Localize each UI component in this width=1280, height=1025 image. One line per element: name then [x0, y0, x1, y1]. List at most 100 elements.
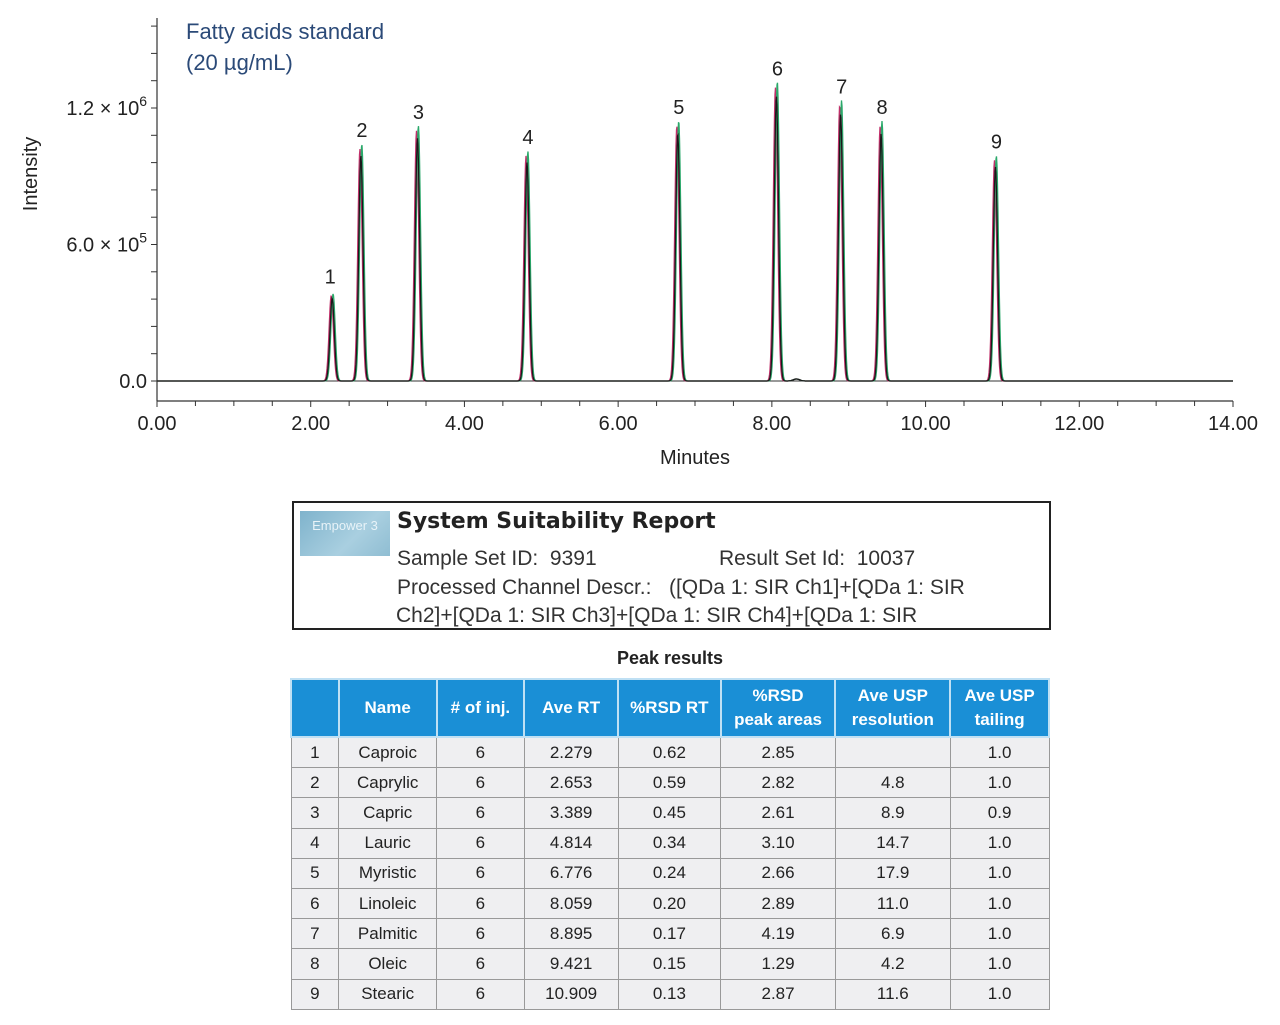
- table-row: 3 Capric 6 3.389 0.45 2.61 8.9 0.9: [290, 797, 1050, 829]
- table-cell: 0.17: [617, 918, 722, 950]
- table-cell: 2.279: [523, 736, 619, 769]
- x-tick-label: 12.00: [1054, 413, 1104, 435]
- column-header: Ave RT: [523, 678, 619, 738]
- table-cell: 8.9: [834, 797, 951, 829]
- chart-annotation: Fatty acids standard: [186, 19, 384, 44]
- report-title: System Suitability Report: [397, 509, 716, 534]
- peak-results-table: Name # of inj. Ave RT %RSD RT %RSD peak area…: [290, 678, 1050, 1010]
- table-cell: Lauric: [338, 827, 438, 859]
- table-row: 1 Caproic 6 2.279 0.62 2.85 1.0: [290, 736, 1050, 769]
- table-row: 4 Lauric 6 4.814 0.34 3.10 14.7 1.0: [290, 827, 1050, 859]
- table-cell: 7: [290, 918, 340, 950]
- system-suitability-report: Empower 3 System Suitability Report Samp…: [292, 501, 1051, 630]
- table-cell: Myristic: [338, 857, 438, 889]
- peak-label: 8: [877, 97, 888, 119]
- table-cell: 6: [436, 918, 525, 950]
- peak-label: 7: [836, 77, 847, 99]
- table-cell: Caproic: [338, 736, 438, 769]
- table-cell: 2.87: [720, 978, 836, 1010]
- table-cell: 1.0: [949, 857, 1050, 889]
- column-header: Name: [337, 678, 438, 738]
- result-set-id: 10037: [856, 547, 916, 570]
- table-cell: 0.24: [617, 857, 722, 889]
- table-cell: 0.13: [617, 978, 722, 1010]
- table-cell: 2.61: [720, 797, 836, 829]
- table-title: Peak results: [616, 648, 724, 668]
- x-tick-label: 10.00: [901, 413, 951, 435]
- table-cell: 6.9: [834, 918, 951, 950]
- channel-line-2: Ch2]+[QDa 1: SIR Ch3]+[QDa 1: SIR Ch4]+[…: [396, 604, 918, 627]
- table-cell: 10.909: [523, 978, 619, 1010]
- table-cell: Stearic: [338, 978, 438, 1010]
- x-tick-label: 0.00: [138, 413, 177, 435]
- table-cell: 6: [436, 887, 525, 920]
- x-tick-label: 6.00: [599, 413, 638, 435]
- y-axis-label: Intensity: [20, 137, 42, 211]
- y-tick-label: 0.0: [119, 371, 147, 393]
- column-header: Ave USP tailing: [949, 678, 1050, 738]
- table-row: 7 Palmitic 6 8.895 0.17 4.19 6.9 1.0: [290, 918, 1050, 950]
- peak-label: 4: [522, 127, 533, 149]
- table-cell: Linoleic: [338, 887, 438, 920]
- table-cell: 17.9: [834, 857, 951, 889]
- table-cell: 1: [290, 736, 340, 769]
- sample-set-label: Sample Set ID:: [397, 547, 539, 570]
- table-cell: 9: [290, 978, 340, 1010]
- column-header: %RSD RT: [617, 678, 722, 738]
- table-cell: 8.059: [523, 887, 619, 920]
- table-cell: 11.6: [834, 978, 951, 1010]
- peak-label: 5: [673, 97, 684, 119]
- table-cell: Caprylic: [338, 767, 438, 799]
- table-cell: 1.0: [949, 736, 1050, 769]
- sample-set-line: Sample Set ID: 9391 Result Set Id: 10037: [397, 547, 915, 571]
- table-cell: 6: [436, 736, 525, 769]
- table-cell: 0.15: [617, 948, 722, 980]
- table-cell: [834, 736, 951, 769]
- table-cell: Capric: [338, 797, 438, 829]
- table-cell: 0.9: [949, 797, 1050, 829]
- table-cell: 6.776: [523, 857, 619, 889]
- table-cell: 6: [290, 887, 340, 920]
- peak-label: 6: [772, 59, 783, 81]
- table-cell: Oleic: [338, 948, 438, 980]
- x-tick-label: 2.00: [291, 413, 330, 435]
- x-tick-label: 14.00: [1208, 413, 1258, 435]
- table-cell: 0.59: [617, 767, 722, 799]
- x-tick-label: 8.00: [752, 413, 791, 435]
- chromatogram-trace: [157, 87, 1233, 382]
- table-cell: 2.66: [720, 857, 836, 889]
- table-cell: 0.45: [617, 797, 722, 829]
- table-cell: 2: [290, 767, 340, 799]
- sample-set-id: 9391: [549, 547, 597, 570]
- table-cell: 3.10: [720, 827, 836, 859]
- table-cell: 4.814: [523, 827, 619, 859]
- y-tick-label: 1.2 × 106: [66, 93, 147, 120]
- table-cell: 6: [436, 797, 525, 829]
- table-cell: 5: [290, 857, 340, 889]
- table-cell: 0.34: [617, 827, 722, 859]
- table-cell: 1.0: [949, 978, 1050, 1010]
- table-cell: 2.89: [720, 887, 836, 920]
- table-row: 9 Stearic 6 10.909 0.13 2.87 11.6 1.0: [290, 978, 1050, 1010]
- table-cell: 0.62: [617, 736, 722, 769]
- table-cell: 3: [290, 797, 340, 829]
- peak-label: 9: [991, 131, 1002, 153]
- table-cell: 8: [290, 948, 340, 980]
- table-cell: 9.421: [523, 948, 619, 980]
- table-cell: 1.0: [949, 887, 1050, 920]
- table-cell: 6: [436, 827, 525, 859]
- table-cell: 1.0: [949, 827, 1050, 859]
- chromatogram-trace: [157, 96, 1233, 382]
- peak-label: 3: [413, 102, 424, 124]
- channel-line-1: Processed Channel Descr.: ([QDa 1: SIR C…: [397, 576, 965, 599]
- table-cell: 1.0: [949, 767, 1050, 799]
- table-cell: 4: [290, 827, 340, 859]
- table-cell: 4.8: [834, 767, 951, 799]
- table-cell: 6: [436, 978, 525, 1010]
- table-cell: 8.895: [523, 918, 619, 950]
- chromatogram-chart: 0.00 2.00 4.00 6.00 8.00 10.00 12.00 14.00 0.0 6.…: [20, 18, 1258, 469]
- table-cell: 4.19: [720, 918, 836, 950]
- table-cell: 2.85: [720, 736, 836, 769]
- result-set-label: Result Set Id:: [719, 547, 846, 570]
- table-cell: 3.389: [523, 797, 619, 829]
